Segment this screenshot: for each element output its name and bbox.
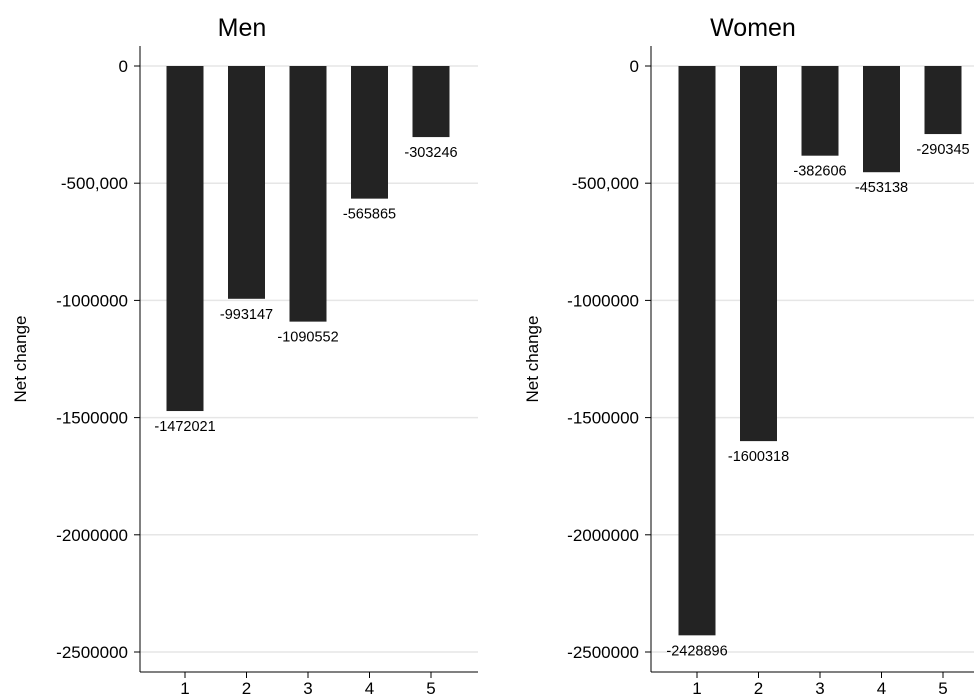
chart-panel-women: 0 -500,000 -1000000 -1500000 -2000000 -250000… (490, 0, 974, 697)
men-data-label-1: -1472021 (154, 419, 215, 435)
women-bar-4 (863, 66, 900, 173)
men-y-tick-label-1: -500,000 (61, 174, 128, 193)
men-bar-5 (412, 66, 450, 138)
men-chart-title: Men (218, 14, 267, 42)
men-y-tick-label-0: 0 (119, 57, 128, 76)
men-y-tick-label-4: -2000000 (56, 526, 128, 545)
women-data-label-2: -1600318 (728, 449, 789, 465)
men-x-tick-label-5: 5 (426, 679, 435, 697)
men-data-label-4: -565865 (343, 207, 396, 223)
women-data-label-3: -382606 (793, 164, 846, 180)
women-bar-5 (924, 66, 962, 135)
men-x-tick-label-3: 3 (303, 679, 312, 697)
women-bar-2 (740, 66, 777, 442)
women-x-tick-label-1: 1 (692, 679, 701, 697)
women-x-tick-label-2: 2 (754, 679, 763, 697)
men-bar-2 (228, 66, 265, 299)
women-y-tick-label-2: -1000000 (567, 291, 639, 310)
men-y-axis-label: Net change (11, 316, 30, 403)
men-x-tick-label-1: 1 (180, 679, 189, 697)
men-bar-1 (166, 66, 204, 412)
men-bar-3 (289, 66, 327, 322)
men-data-label-5: -303246 (404, 145, 457, 161)
women-data-label-4: -453138 (855, 180, 908, 196)
women-bar-3 (801, 66, 839, 156)
women-y-tick-label-0: 0 (630, 57, 639, 76)
women-y-tick-label-4: -2000000 (567, 526, 639, 545)
women-y-tick-label-5: -2500000 (567, 643, 639, 662)
women-chart-title: Women (710, 14, 796, 42)
men-data-label-3: -1090552 (277, 330, 338, 346)
men-data-label-2: -993147 (220, 307, 273, 323)
men-x-tick-label-4: 4 (365, 679, 374, 697)
chart-men: 0 -500,000 -1000000 -1500000 -2000000 -250000… (11, 14, 478, 697)
women-x-tick-label-3: 3 (815, 679, 824, 697)
women-x-tick-label-4: 4 (877, 679, 886, 697)
chart-women: 0 -500,000 -1000000 -1500000 -2000000 -250000… (523, 14, 974, 697)
men-y-tick-label-3: -1500000 (56, 409, 128, 428)
women-y-tick-label-1: -500,000 (572, 174, 639, 193)
women-y-axis-label: Net change (523, 316, 542, 403)
women-data-label-5: -290345 (916, 142, 969, 158)
men-y-tick-label-2: -1000000 (56, 291, 128, 310)
chart-panel-men: 0 -500,000 -1000000 -1500000 -2000000 -250000… (11, 14, 478, 697)
men-x-tick-label-2: 2 (242, 679, 251, 697)
women-bar-1 (678, 66, 716, 636)
men-y-tick-label-5: -2500000 (56, 643, 128, 662)
men-bar-4 (351, 66, 388, 199)
women-data-label-1: -2428896 (666, 643, 727, 659)
women-x-tick-label-5: 5 (938, 679, 947, 697)
women-y-tick-label-3: -1500000 (567, 409, 639, 428)
